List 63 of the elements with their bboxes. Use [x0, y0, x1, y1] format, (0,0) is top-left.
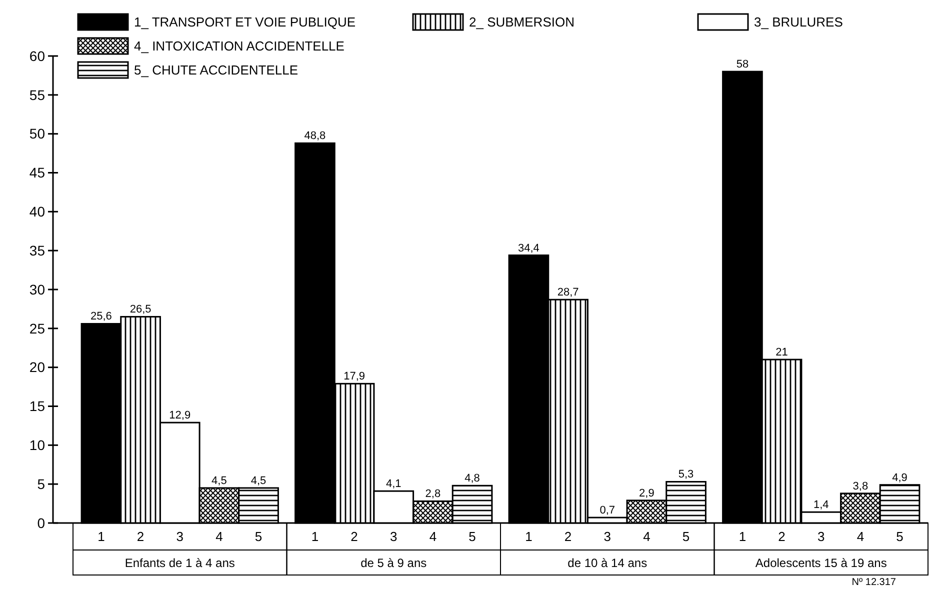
- text: 4: [429, 529, 437, 544]
- text: 5: [254, 529, 262, 544]
- data-label: 26,5: [130, 304, 152, 316]
- legend-label: 3_ BRULURES: [754, 14, 844, 30]
- data-label: 4,5: [250, 474, 266, 487]
- text: 3: [818, 529, 825, 544]
- y-tick-label: 10: [29, 437, 46, 454]
- legend-label: 4_ INTOXICATION ACCIDENTELLE: [134, 38, 345, 54]
- data-label: 34,4: [518, 242, 540, 254]
- x-tick-label: de 10 à 14 ans: [568, 556, 648, 570]
- data-label: 4,8: [464, 472, 480, 485]
- y-tick-label: 20: [29, 359, 46, 376]
- y-tick-label: 60: [29, 48, 46, 64]
- text: 2: [350, 529, 358, 544]
- data-label: 0,7: [600, 504, 616, 517]
- text: 2: [778, 529, 786, 544]
- legend-label: 5_ CHUTE ACCIDENTELLE: [134, 62, 298, 78]
- data-label: 28,7: [557, 286, 579, 299]
- text: 4: [216, 529, 223, 544]
- text: 1: [311, 529, 319, 544]
- text: 2: [564, 529, 572, 544]
- data-label: 17,9: [344, 370, 366, 383]
- text: 3: [604, 529, 611, 544]
- data-label: 2,9: [639, 487, 654, 500]
- data-label: 21: [776, 346, 788, 359]
- x-tick-label: Adolescents 15 à 19 ans: [755, 556, 887, 570]
- y-tick-label: 15: [29, 398, 46, 414]
- data-label: 4,1: [386, 478, 402, 490]
- data-label: 2,8: [425, 488, 441, 500]
- data-label: 25,6: [90, 310, 112, 323]
- text: 1: [738, 529, 746, 544]
- y-tick-label: 55: [29, 86, 46, 103]
- text: 4: [643, 529, 650, 544]
- y-tick-label: 40: [29, 204, 46, 220]
- legend-label: 2_ SUBMERSION: [469, 14, 574, 30]
- text: 1: [525, 529, 532, 544]
- y-tick-label: 45: [29, 164, 46, 181]
- text: Nº 12.317: [852, 577, 896, 588]
- data-label: 5,3: [678, 468, 694, 481]
- legend-label: 1_ TRANSPORT ET VOIE PUBLIQUE: [134, 14, 356, 30]
- y-tick-label: 0: [37, 514, 46, 531]
- y-tick-label: 35: [29, 242, 46, 258]
- data-label: 48,8: [304, 130, 326, 142]
- text: 2: [136, 529, 144, 544]
- data-label: 58: [736, 58, 749, 71]
- y-tick-label: 5: [37, 476, 46, 492]
- x-tick-label: Enfants de 1 à 4 ans: [124, 556, 235, 570]
- text: 5: [896, 529, 904, 544]
- data-label: 4,5: [212, 474, 227, 487]
- y-tick-label: 30: [29, 281, 46, 298]
- text: 3: [390, 529, 398, 544]
- y-tick-label: 50: [29, 126, 46, 142]
- text: 5: [468, 529, 476, 544]
- data-label: 3,8: [852, 480, 868, 492]
- data-label: 1,4: [813, 499, 829, 512]
- text: 3: [176, 529, 184, 544]
- y-tick-label: 25: [29, 320, 46, 336]
- text: 4: [856, 529, 864, 544]
- x-tick-label: de 5 à 9 ans: [360, 556, 427, 570]
- text: 5: [682, 529, 690, 544]
- data-label: 4,9: [892, 472, 908, 484]
- text: 1: [98, 529, 105, 544]
- data-label: 12,9: [169, 410, 191, 422]
